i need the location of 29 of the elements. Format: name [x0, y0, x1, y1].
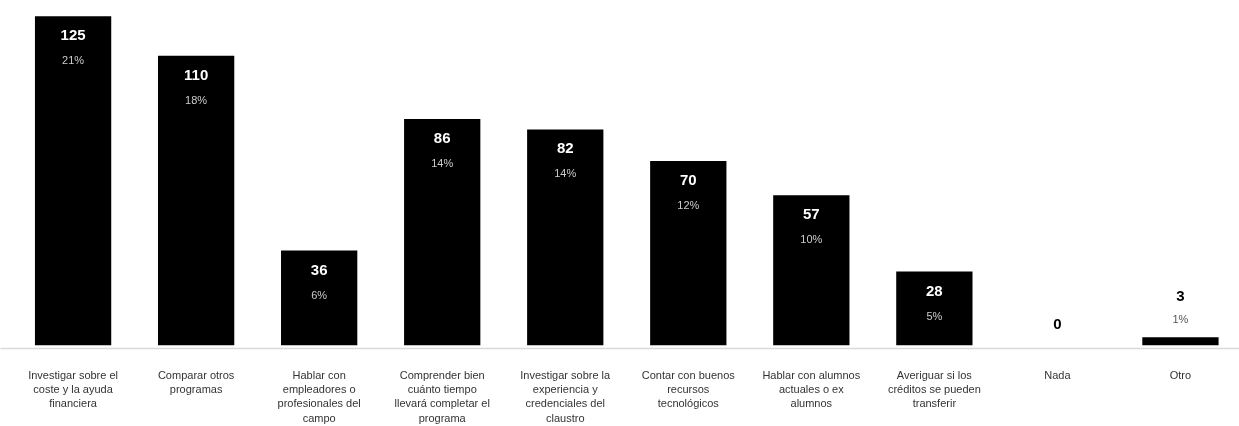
- bar: [281, 250, 358, 346]
- bar: [896, 271, 973, 346]
- x-tick-label: Averiguar si los créditos se pueden transferir: [887, 368, 981, 410]
- bar: [773, 195, 850, 346]
- x-tick-label: Comprender bien cuánto tiempo llevará completar el programa: [394, 368, 490, 424]
- bar: [34, 16, 112, 346]
- data-label: 110 18%: [184, 65, 209, 106]
- x-tick-label: Investigar sobre la experiencia y credenciales del claustro: [520, 368, 612, 424]
- bar: [527, 129, 604, 346]
- data-label: 82 14%: [554, 139, 577, 180]
- data-label: 3 1%: [1172, 287, 1189, 326]
- bar: [157, 55, 235, 346]
- x-tick-label: Otro: [1169, 368, 1192, 381]
- data-label: 70 12%: [677, 171, 700, 212]
- data-label: 36 6%: [310, 260, 328, 301]
- bar: [1142, 337, 1219, 346]
- bar: [650, 161, 727, 346]
- bar: [404, 118, 481, 346]
- x-tick-label: Hablar con empleadores o profesionales del campo: [277, 368, 361, 424]
- x-tick-label: Hablar con alumnos actuales o ex alumnos: [762, 368, 861, 410]
- x-tick-label: Nada: [1044, 368, 1072, 381]
- data-label: 57 10%: [800, 205, 823, 246]
- data-label: 0: [1053, 315, 1062, 333]
- data-label: 28 5%: [926, 281, 943, 322]
- x-tick-label: Comparar otros programas: [157, 368, 235, 395]
- x-tick-label: Investigar sobre el coste y la ayuda financiera: [28, 368, 119, 410]
- x-tick-label: Contar con buenos recursos tecnológicos: [641, 368, 736, 410]
- data-label: 86 14%: [431, 128, 454, 169]
- data-label: 125 21%: [60, 26, 86, 67]
